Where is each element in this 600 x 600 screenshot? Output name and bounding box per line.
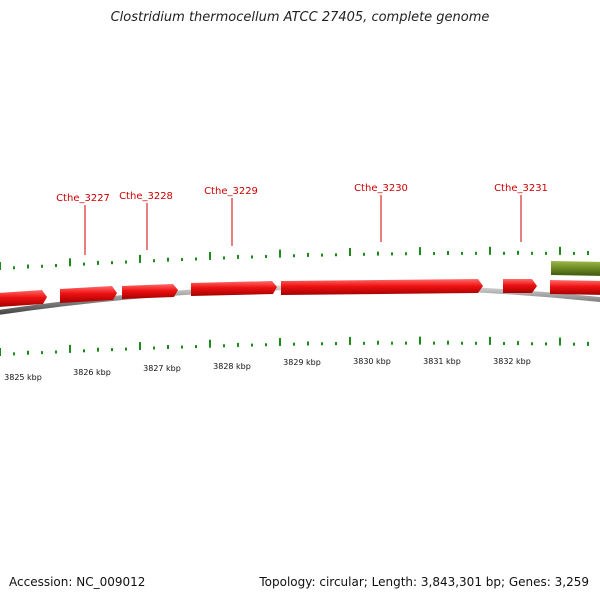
gene-arrow <box>60 286 117 303</box>
kbp-label: 3830 kbp <box>353 357 391 366</box>
kbp-label: 3831 kbp <box>423 357 461 366</box>
gene-arrow-olive <box>551 261 600 276</box>
accession-label: Accession: NC_009012 <box>9 575 146 589</box>
gene-label: Cthe_3230 <box>354 183 408 194</box>
kbp-label: 3829 kbp <box>283 358 321 367</box>
kbp-label: 3825 kbp <box>4 373 42 382</box>
gene-arrow <box>122 284 178 299</box>
kbp-label: 3832 kbp <box>493 357 531 366</box>
gene-label: Cthe_3231 <box>494 183 548 194</box>
kbp-label: 3827 kbp <box>143 364 181 373</box>
gene-label: Cthe_3229 <box>204 186 258 197</box>
genome-title: Clostridium thermocellum ATCC 27405, com… <box>110 10 490 25</box>
gene-label: Cthe_3227 <box>56 193 110 204</box>
gene-label: Cthe_3228 <box>119 191 173 202</box>
gene-arrow <box>281 279 483 295</box>
gene-arrow <box>191 281 277 296</box>
kbp-label: 3828 kbp <box>213 362 251 371</box>
genome-stats-label: Topology: circular; Length: 3,843,301 bp… <box>259 575 589 589</box>
gene-arrow <box>0 290 47 307</box>
gene-arrow <box>550 280 600 295</box>
gene-arrow <box>503 279 537 293</box>
kbp-label: 3826 kbp <box>73 368 111 377</box>
